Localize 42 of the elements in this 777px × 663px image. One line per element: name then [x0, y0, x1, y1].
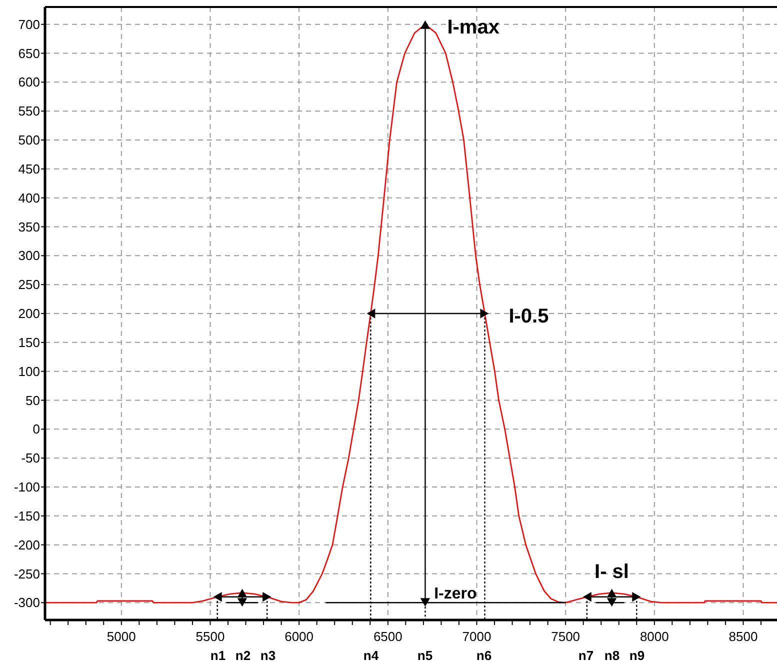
y-tick-label: 400: [18, 190, 40, 206]
y-tick-label: -300: [14, 595, 40, 610]
x-tick-label: 8500: [728, 629, 758, 644]
y-tick-label: 200: [18, 306, 40, 322]
x-tick-label: 5000: [106, 629, 136, 644]
y-tick-label: 0: [32, 422, 40, 437]
text: n3: [260, 648, 276, 663]
y-tick-label: -250: [14, 566, 40, 582]
text: n8: [604, 648, 620, 663]
x-tick-label: 6000: [284, 629, 314, 644]
y-tick-label: 700: [18, 16, 40, 32]
text: n7: [578, 648, 594, 663]
y-tick-label: -100: [14, 480, 40, 495]
y-tick-label: 500: [18, 132, 40, 148]
y-tick-label: 300: [18, 248, 40, 264]
y-tick-label: 250: [18, 277, 40, 292]
y-tick-label: 450: [18, 161, 40, 176]
text: n1: [210, 648, 226, 663]
x-tick-label: 7500: [551, 629, 580, 644]
annotation: I-zero: [434, 585, 477, 602]
annotation: I-max: [447, 16, 500, 38]
x-tick-label: 5500: [196, 629, 225, 644]
y-tick-label: 350: [18, 219, 40, 234]
annotation: I- sl: [594, 560, 629, 583]
y-tick-label: 150: [18, 334, 40, 350]
text: n9: [629, 648, 645, 663]
y-tick-label: -150: [14, 508, 40, 524]
text: n5: [417, 648, 433, 663]
text: n6: [476, 648, 492, 663]
x-tick-label: 8000: [640, 629, 669, 644]
y-tick-label: -50: [21, 450, 40, 466]
y-tick-label: -200: [14, 537, 40, 552]
annotation: I-0.5: [508, 306, 549, 328]
y-tick-label: 100: [18, 364, 40, 379]
y-tick-label: 550: [18, 104, 40, 119]
y-tick-label: 600: [18, 74, 40, 90]
x-tick-label: 7000: [462, 629, 492, 644]
y-tick-label: 650: [18, 46, 40, 61]
text: n2: [235, 648, 251, 663]
text: n4: [363, 648, 380, 663]
x-tick-label: 6500: [373, 629, 402, 644]
y-tick-label: 50: [26, 392, 40, 408]
